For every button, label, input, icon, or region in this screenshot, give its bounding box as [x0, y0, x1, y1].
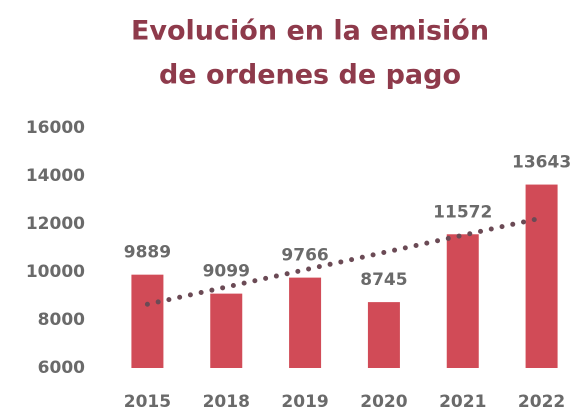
value-label: 13643	[512, 153, 571, 173]
x-tick-label: 2019	[281, 392, 328, 412]
y-tick-label: 10000	[26, 262, 85, 282]
y-tick-label: 12000	[26, 214, 85, 234]
chart-title: de ordenes de pago	[159, 60, 461, 91]
y-tick-label: 16000	[26, 118, 85, 138]
trendline	[144, 215, 545, 307]
x-tick-label: 2015	[124, 392, 171, 412]
bar	[131, 274, 164, 368]
bar	[289, 277, 322, 368]
value-label: 9099	[203, 262, 250, 282]
value-label: 9766	[281, 246, 328, 266]
value-label: 8745	[360, 270, 407, 290]
y-tick-label: 6000	[38, 358, 85, 378]
value-label: 11572	[433, 202, 492, 222]
bar	[367, 302, 400, 368]
x-tick-label: 2022	[518, 392, 565, 412]
bar	[446, 234, 479, 368]
chart-title: Evolución en la emisión	[131, 16, 489, 47]
bar	[525, 184, 558, 368]
y-tick-label: 14000	[26, 166, 85, 186]
x-tick-label: 2018	[203, 392, 250, 412]
x-tick-label: 2021	[439, 392, 486, 412]
value-label: 9889	[124, 243, 171, 263]
x-tick-label: 2020	[360, 392, 407, 412]
y-tick-label: 8000	[38, 310, 85, 330]
bar	[210, 293, 243, 368]
